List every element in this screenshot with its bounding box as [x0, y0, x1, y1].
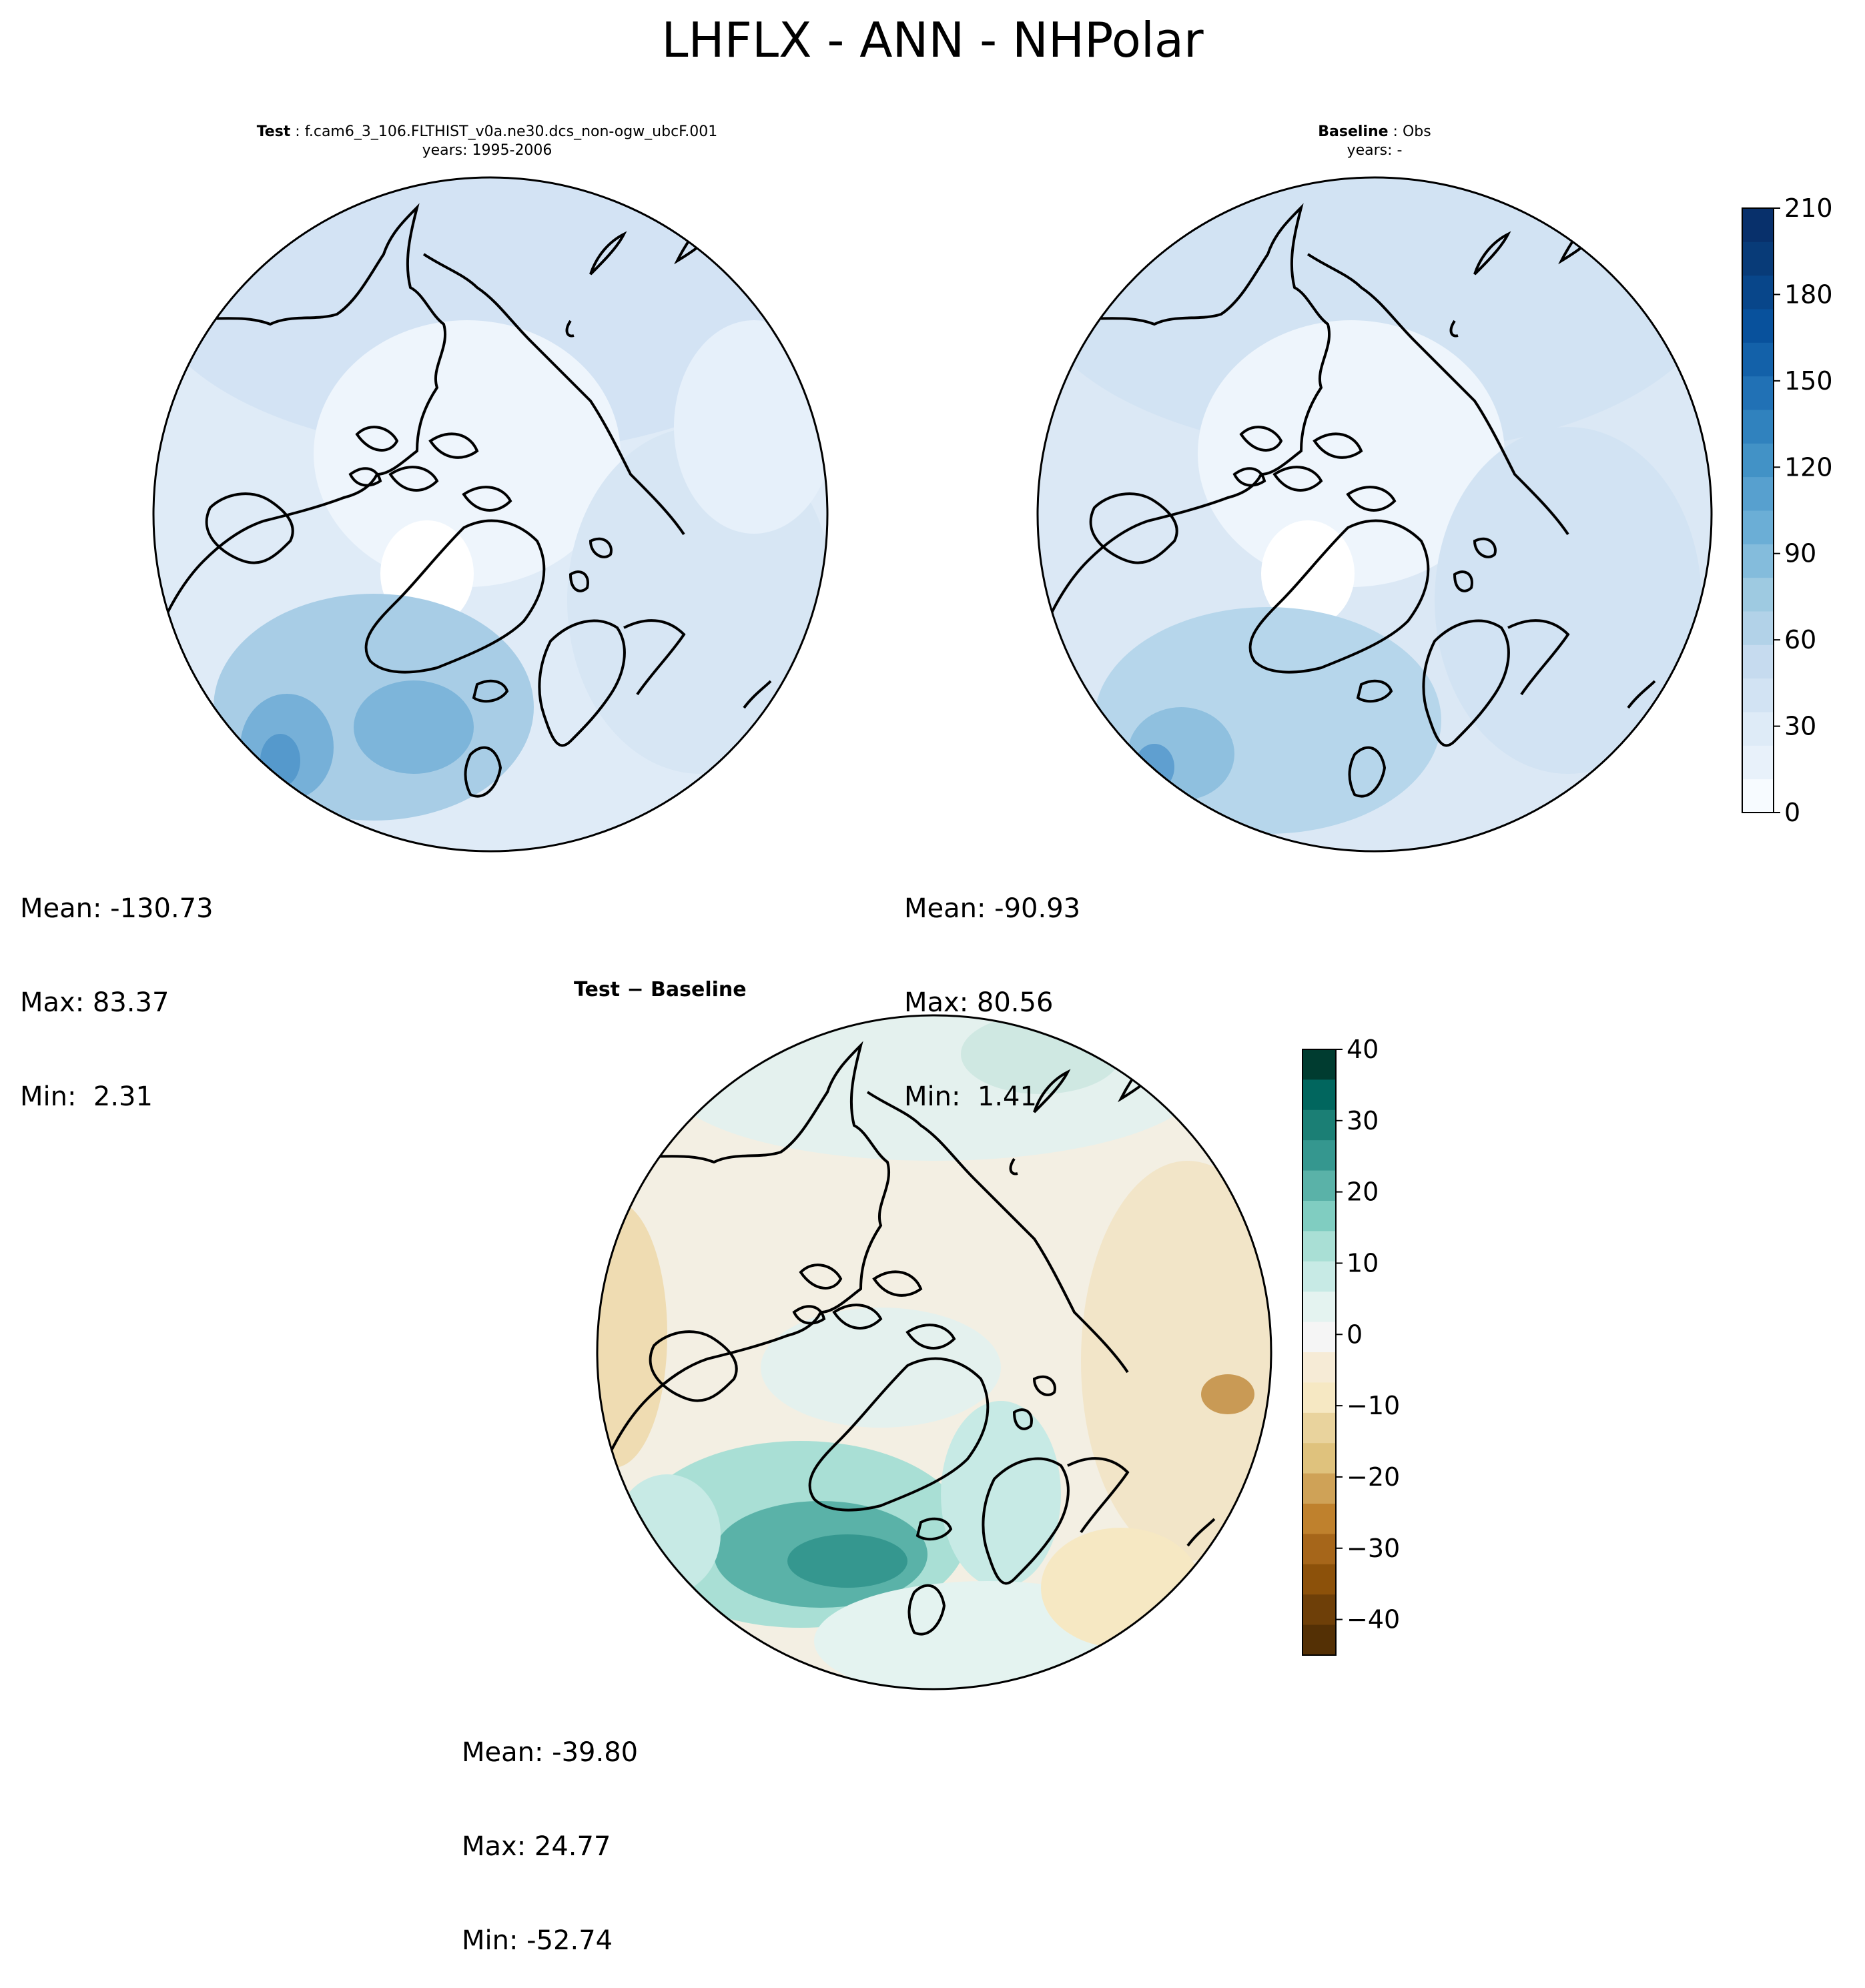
colorbar-diff-segment — [1302, 1109, 1336, 1141]
map-difference-border — [596, 1014, 1272, 1690]
colorbar-main-segment — [1742, 544, 1774, 578]
stats-test: Mean: -130.73 Max: 83.37 Min: 2.31 — [20, 831, 214, 1144]
stats-diff-max: Max: 24.77 — [462, 1831, 611, 1862]
colorbar-main-tick-label: 210 — [1784, 193, 1833, 223]
stats-diff-mean: Mean: -39.80 — [462, 1737, 639, 1768]
colorbar-main-tick-label: 90 — [1784, 539, 1816, 568]
stats-test-max: Max: 83.37 — [20, 987, 169, 1018]
colorbar-main-tick-label: 0 — [1784, 798, 1800, 827]
colorbar-main-frame — [1742, 207, 1774, 813]
colorbar-main-segment — [1742, 678, 1774, 712]
colorbar-diff-tick-label: −30 — [1347, 1534, 1400, 1563]
colorbar-diff-segment — [1302, 1624, 1336, 1656]
map-baseline — [1036, 176, 1713, 853]
colorbar-diff-segment — [1302, 1140, 1336, 1171]
colorbar-diff-tick-label: 40 — [1347, 1035, 1379, 1064]
colorbar-diff-segment — [1302, 1473, 1336, 1504]
colorbar-main-segment — [1742, 712, 1774, 746]
colorbar-main-segment — [1742, 476, 1774, 511]
colorbar-diff-segment — [1302, 1412, 1336, 1444]
map-test-border — [152, 176, 829, 853]
figure-title: LHFLX - ANN - NHPolar — [661, 12, 1204, 68]
stats-baseline-max: Max: 80.56 — [904, 987, 1054, 1018]
map-difference — [596, 1014, 1272, 1690]
colorbar-main-segment — [1742, 376, 1774, 410]
colorbar-main-segment — [1742, 745, 1774, 780]
colorbar-main-tick-label: 30 — [1784, 712, 1816, 741]
colorbar-main-segment — [1742, 644, 1774, 679]
colorbar-diff-tick-label: 10 — [1347, 1248, 1379, 1278]
figure-canvas: 0 30 60 90 120 150 180 210 40 30 20 10 0 −10 −20 −30 −4… — [152, 176, 1833, 1690]
colorbar-diff-tick-label: 20 — [1347, 1177, 1379, 1207]
stats-test-mean: Mean: -130.73 — [20, 893, 214, 924]
colorbar-main-segment — [1742, 443, 1774, 478]
colorbar-main-tick-label: 150 — [1784, 366, 1833, 396]
colorbar-main-segment — [1742, 410, 1774, 444]
colorbar-diff: 40 30 20 10 0 −10 −20 −30 −40 — [1302, 1035, 1400, 1656]
colorbar-main: 0 30 60 90 120 150 180 210 — [1742, 193, 1833, 827]
colorbar-diff-segment — [1302, 1534, 1336, 1565]
colorbar-main-segment — [1742, 577, 1774, 612]
colorbar-main-segment — [1742, 275, 1774, 310]
colorbar-main-tick-label: 180 — [1784, 280, 1833, 309]
stats-test-min: Min: 2.31 — [20, 1081, 153, 1112]
stats-difference: Mean: -39.80 Max: 24.77 Min: -52.74 — [462, 1674, 638, 1988]
colorbar-diff-segment — [1302, 1231, 1336, 1262]
colorbar-main-segment — [1742, 241, 1774, 276]
colorbar-diff-segment — [1302, 1170, 1336, 1201]
colorbar-diff-segment — [1302, 1049, 1336, 1080]
colorbar-main-segment — [1742, 208, 1774, 242]
panel-test-title: Test : f.cam6_3_106.FLTHIST_v0a.ne30.dcs… — [256, 123, 718, 159]
colorbar-diff-segment — [1302, 1594, 1336, 1626]
stats-diff-min: Min: -52.74 — [462, 1925, 613, 1956]
panel-baseline-title: Baseline : Obs years: - — [1318, 123, 1431, 159]
colorbar-diff-segment — [1302, 1292, 1336, 1323]
stats-baseline-mean: Mean: -90.93 — [904, 893, 1081, 924]
colorbar-main-segment — [1742, 342, 1774, 377]
panel-diff-title: Test − Baseline — [574, 978, 747, 1001]
colorbar-main-tick-label: 60 — [1784, 625, 1816, 654]
colorbar-diff-tick-label: −40 — [1347, 1605, 1400, 1634]
colorbar-diff-tick-label: −20 — [1347, 1462, 1400, 1492]
map-test — [152, 176, 829, 853]
colorbar-diff-segment — [1302, 1564, 1336, 1595]
colorbar-main-segment — [1742, 779, 1774, 813]
map-baseline-border — [1036, 176, 1713, 853]
colorbar-diff-segment — [1302, 1382, 1336, 1414]
colorbar-diff-segment — [1302, 1504, 1336, 1534]
colorbar-diff-segment — [1302, 1079, 1336, 1111]
colorbar-main-segment — [1742, 309, 1774, 343]
colorbar-diff-segment — [1302, 1201, 1336, 1231]
colorbar-diff-tick-label: 0 — [1347, 1320, 1363, 1349]
colorbar-diff-tick-label: 30 — [1347, 1106, 1379, 1135]
colorbar-diff-segment — [1302, 1261, 1336, 1292]
colorbar-diff-segment — [1302, 1443, 1336, 1474]
colorbar-main-tick-label: 120 — [1784, 452, 1833, 482]
colorbar-main-segment — [1742, 611, 1774, 645]
stats-baseline: Mean: -90.93 Max: 80.56 Min: 1.41 — [904, 831, 1080, 1144]
colorbar-main-segment — [1742, 510, 1774, 544]
stats-baseline-min: Min: 1.41 — [904, 1081, 1037, 1112]
colorbar-diff-segment — [1302, 1352, 1336, 1383]
colorbar-diff-frame — [1302, 1049, 1337, 1656]
colorbar-diff-segment — [1302, 1322, 1336, 1353]
colorbar-diff-tick-label: −10 — [1347, 1391, 1400, 1420]
